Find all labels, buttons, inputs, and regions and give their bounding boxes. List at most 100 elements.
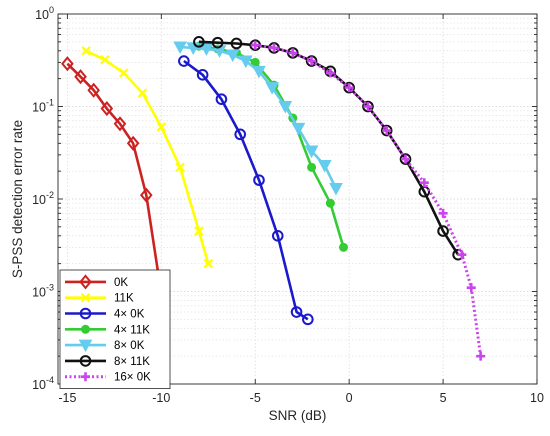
series-line	[254, 43, 483, 357]
x-marker	[156, 122, 167, 132]
circle-marker	[343, 81, 355, 94]
diamond-marker	[79, 274, 92, 290]
plus-marker	[438, 208, 448, 218]
x-tick-label: 0	[346, 391, 353, 405]
plus-marker	[81, 372, 90, 382]
dot-marker	[307, 162, 317, 172]
x-marker	[203, 258, 214, 269]
plus-marker	[476, 351, 486, 361]
x-marker	[175, 162, 185, 173]
legend-label: 0K	[114, 277, 128, 289]
plus-marker	[363, 102, 373, 111]
y-tick-label: 100	[35, 5, 54, 22]
x-marker	[81, 46, 91, 56]
triangle-marker	[199, 43, 214, 56]
plus-marker	[401, 154, 411, 164]
circle-marker	[211, 36, 224, 49]
circle-marker	[79, 307, 92, 320]
series-layer	[61, 36, 486, 361]
dot-marker	[325, 198, 335, 208]
legend-entry-1: 11K	[65, 293, 134, 305]
circle-marker	[196, 69, 209, 81]
legend-label: 8× 11K	[114, 356, 150, 368]
triangle-marker	[225, 49, 240, 63]
plus-marker	[325, 68, 335, 78]
legend-entry-5: 8× 11K	[65, 355, 150, 368]
x-tick-label: -15	[58, 391, 76, 405]
diamond-marker	[126, 135, 140, 151]
plus-marker	[419, 178, 429, 188]
x-marker	[100, 54, 110, 65]
circle-marker	[287, 47, 299, 59]
series-2	[178, 55, 314, 326]
diamond-marker	[113, 116, 127, 132]
x-axis-label: SNR (dB)	[269, 408, 327, 423]
legend-label: 16× 0K	[114, 372, 151, 384]
x-marker	[118, 68, 129, 78]
triangle-marker	[78, 339, 93, 353]
plus-marker	[288, 48, 298, 58]
circle-marker	[380, 124, 393, 137]
circle-marker	[305, 55, 318, 67]
triangle-marker	[265, 82, 279, 95]
circle-marker	[399, 153, 412, 165]
circle-marker	[253, 174, 265, 186]
dot-marker	[81, 324, 90, 334]
legend: 0K 11K 4× 0K 4× 11K 8× 0K 8× 11K 16× 0K	[59, 269, 171, 389]
triangle-marker	[212, 45, 227, 58]
triangle-marker	[252, 65, 266, 79]
plus-marker	[466, 283, 476, 293]
plus-marker	[457, 250, 467, 260]
dot-marker	[339, 242, 349, 252]
diamond-marker	[100, 100, 114, 117]
triangle-marker	[173, 41, 187, 55]
legend-entry-2: 4× 0K	[65, 307, 145, 321]
triangle-marker	[329, 182, 343, 196]
x-marker	[137, 88, 148, 98]
diamond-marker	[87, 82, 100, 98]
circle-marker	[302, 313, 314, 326]
legend-entry-0: 0K	[65, 274, 128, 290]
diamond-marker	[74, 69, 87, 85]
x-tick-label: -5	[250, 391, 261, 405]
circle-marker	[215, 93, 228, 105]
series-1	[81, 46, 214, 269]
x-tick-label: -10	[152, 391, 170, 405]
diamond-marker	[61, 56, 74, 72]
x-tick-label: 5	[440, 391, 447, 405]
x-marker	[194, 226, 204, 236]
series-4	[173, 41, 343, 196]
legend-label: 8× 0K	[114, 340, 145, 352]
legend-label: 4× 0K	[114, 309, 145, 321]
x-marker	[80, 292, 91, 303]
triangle-marker	[304, 145, 319, 159]
plus-marker	[269, 43, 279, 53]
legend-entry-6: 16× 0K	[65, 372, 151, 384]
circle-marker	[437, 225, 449, 237]
circle-marker	[79, 355, 92, 367]
diamond-marker	[139, 187, 153, 203]
legend-label: 4× 11K	[114, 324, 150, 336]
y-tick-label: 10-1	[32, 98, 54, 115]
plus-marker	[382, 126, 392, 136]
plus-marker	[344, 83, 354, 93]
circle-marker	[362, 100, 374, 113]
series-6	[250, 40, 486, 361]
triangle-marker	[291, 122, 306, 136]
triangle-marker	[317, 160, 332, 173]
circle-marker	[193, 36, 205, 48]
y-tick-label: 10-4	[32, 375, 54, 392]
legend-label: 11K	[114, 293, 134, 305]
triangle-marker	[239, 55, 253, 69]
plus-marker	[307, 56, 317, 66]
circle-marker	[290, 306, 303, 318]
circle-marker	[234, 128, 247, 141]
circle-marker	[230, 37, 243, 50]
x-tick-label: 10	[530, 391, 544, 405]
circle-marker	[271, 230, 284, 242]
plus-marker	[250, 40, 260, 50]
y-tick-label: 10-2	[32, 190, 54, 207]
triangle-marker	[278, 101, 293, 114]
legend-entry-4: 8× 0K	[65, 339, 145, 353]
